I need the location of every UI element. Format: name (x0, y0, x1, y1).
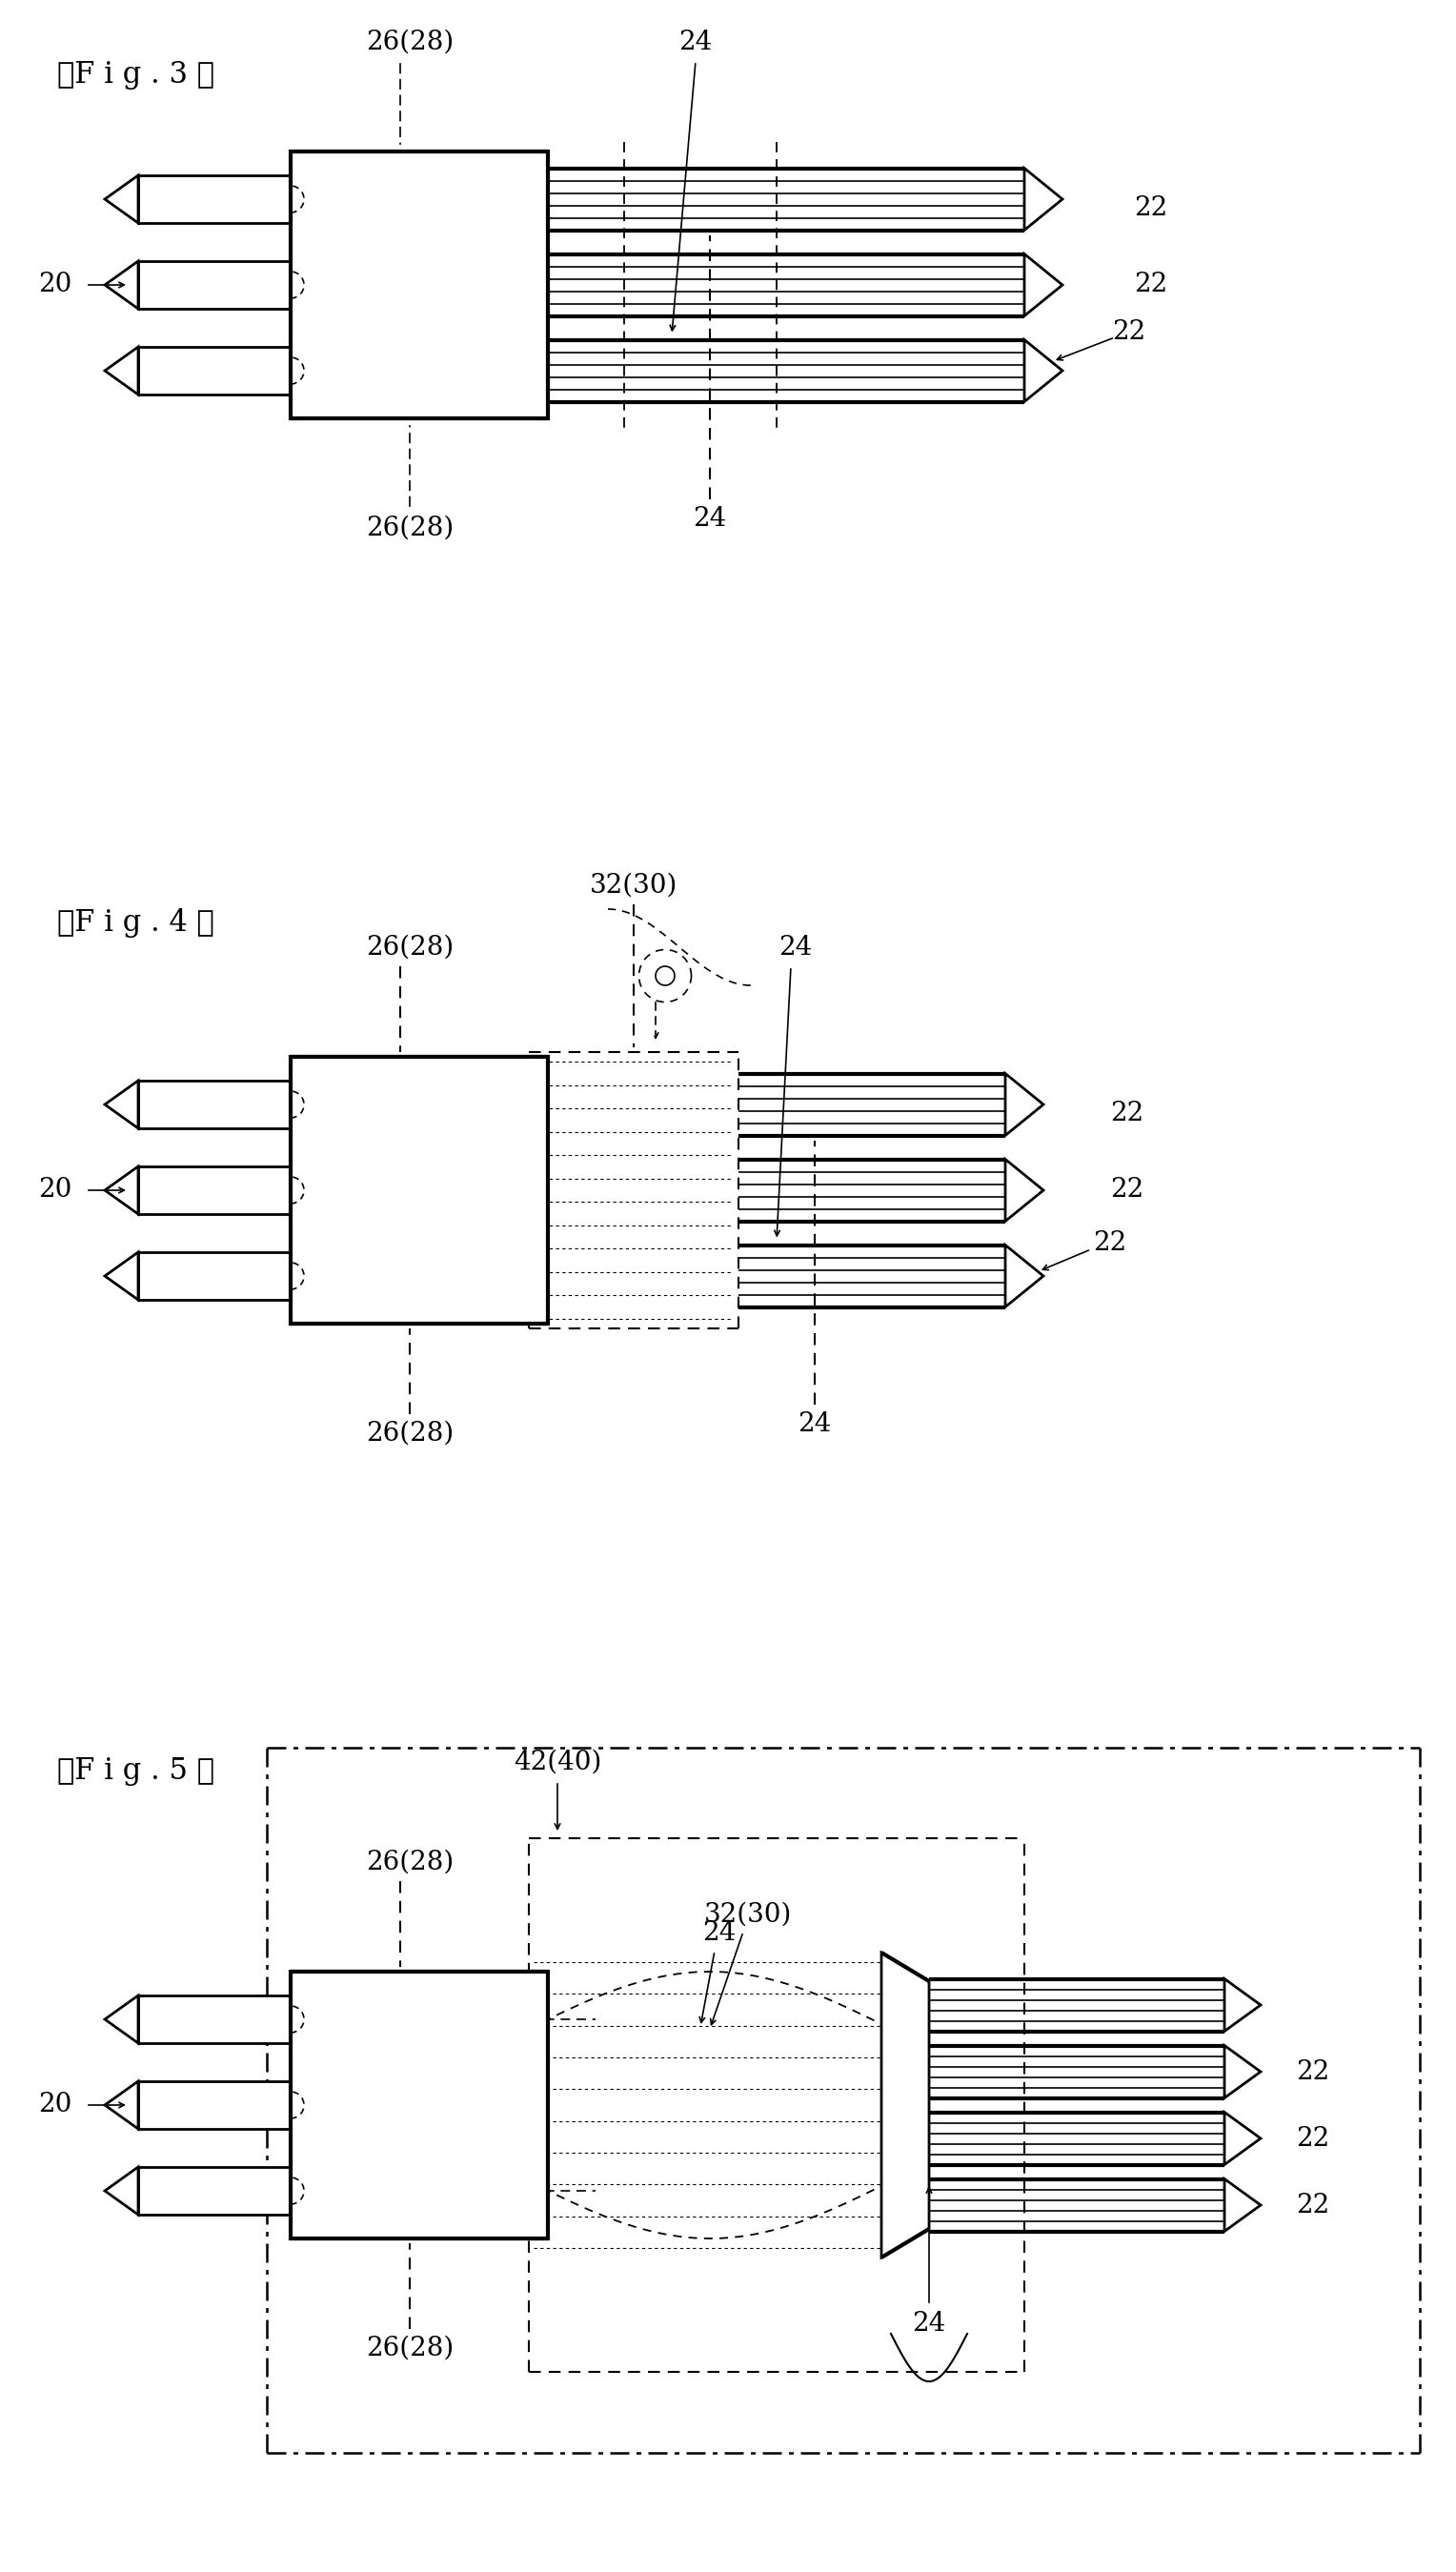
Bar (138, 2168, 291, 2214)
Polygon shape (1224, 2112, 1261, 2166)
Text: 24: 24 (703, 1921, 737, 1947)
Text: 【F i g . 3 】: 【F i g . 3 】 (57, 62, 214, 90)
Polygon shape (105, 262, 138, 309)
Polygon shape (105, 1996, 138, 2042)
Text: 26(28): 26(28) (365, 934, 454, 959)
Text: 【F i g . 5 】: 【F i g . 5 】 (57, 1757, 214, 1788)
Text: 22: 22 (1134, 273, 1168, 298)
Text: 22: 22 (1296, 2124, 1329, 2150)
Text: 26(28): 26(28) (365, 1420, 454, 1445)
Text: 20: 20 (38, 2091, 71, 2117)
Bar (138, 1253, 291, 1299)
Text: 22: 22 (1296, 2191, 1329, 2217)
Bar (138, 1996, 291, 2042)
Bar (138, 2081, 291, 2130)
Bar (291, 1057, 547, 1325)
Polygon shape (1224, 1978, 1261, 2032)
Polygon shape (1025, 167, 1063, 229)
Polygon shape (105, 347, 138, 394)
Bar (138, 175, 291, 224)
Text: 22: 22 (1296, 2058, 1329, 2083)
Bar (138, 1168, 291, 1214)
Text: 【F i g . 4 】: 【F i g . 4 】 (57, 908, 214, 939)
Text: 24: 24 (693, 507, 727, 532)
Text: 24: 24 (913, 2312, 946, 2338)
Polygon shape (105, 2168, 138, 2214)
Polygon shape (1224, 2178, 1261, 2232)
Polygon shape (1224, 2045, 1261, 2099)
Text: 20: 20 (38, 1178, 71, 1204)
Polygon shape (1025, 255, 1063, 316)
Text: 24: 24 (798, 1412, 831, 1438)
Polygon shape (1005, 1073, 1044, 1134)
Text: 42(40): 42(40) (514, 1749, 601, 1775)
Text: 22: 22 (1134, 195, 1168, 221)
Bar (291, 152, 547, 419)
Polygon shape (105, 1080, 138, 1129)
Text: 20: 20 (38, 273, 71, 298)
Polygon shape (881, 1952, 929, 2258)
Text: 32(30): 32(30) (590, 872, 677, 898)
Bar (138, 347, 291, 394)
Bar (138, 1080, 291, 1129)
Text: 22: 22 (1109, 1101, 1144, 1127)
Bar (291, 1973, 547, 2238)
Text: 22: 22 (1093, 1229, 1127, 1255)
Text: 22: 22 (1109, 1178, 1144, 1204)
Text: 26(28): 26(28) (365, 1849, 454, 1875)
Polygon shape (1005, 1160, 1044, 1222)
Text: 24: 24 (779, 934, 812, 959)
Text: 22: 22 (1112, 319, 1146, 345)
Bar (138, 262, 291, 309)
Polygon shape (105, 1253, 138, 1299)
Polygon shape (1005, 1245, 1044, 1307)
Text: 26(28): 26(28) (365, 2335, 454, 2361)
Polygon shape (1025, 340, 1063, 401)
Polygon shape (105, 1168, 138, 1214)
Text: 26(28): 26(28) (365, 514, 454, 540)
Polygon shape (105, 175, 138, 224)
Text: 24: 24 (678, 28, 712, 54)
Text: 32(30): 32(30) (705, 1901, 792, 1926)
Text: 26(28): 26(28) (365, 28, 454, 54)
Polygon shape (105, 2081, 138, 2130)
